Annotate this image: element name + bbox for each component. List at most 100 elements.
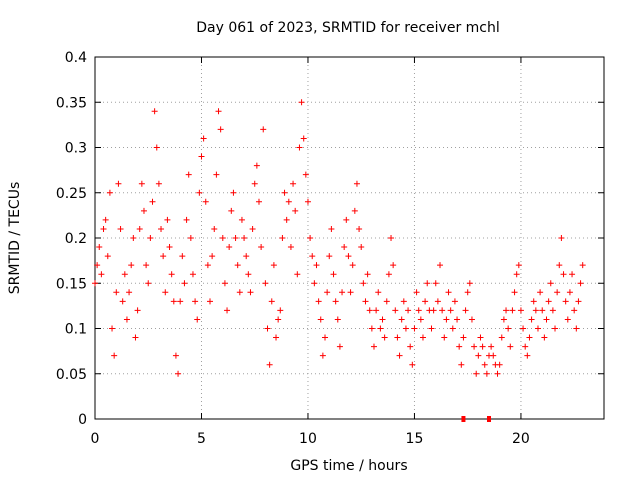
data-point — [541, 334, 548, 341]
data-point — [434, 298, 441, 305]
x-tick-label: 10 — [299, 431, 317, 447]
data-point — [322, 334, 329, 341]
data-point — [456, 343, 463, 350]
data-point — [111, 352, 118, 359]
data-point — [517, 307, 524, 314]
y-tick-label: 0.15 — [56, 276, 87, 292]
data-point — [496, 361, 503, 368]
data-point — [264, 325, 271, 332]
data-point — [213, 171, 220, 178]
data-point — [360, 280, 367, 287]
data-point — [377, 325, 384, 332]
x-axis-markers — [461, 416, 491, 422]
data-point — [394, 334, 401, 341]
gridlines — [95, 57, 604, 419]
data-point — [507, 343, 514, 350]
data-point — [102, 216, 109, 223]
data-point — [336, 343, 343, 350]
data-point — [232, 235, 239, 241]
data-point — [481, 361, 488, 368]
data-point — [405, 307, 412, 314]
data-point — [100, 225, 107, 232]
data-point — [92, 280, 98, 287]
data-point — [398, 316, 405, 323]
data-point — [547, 280, 554, 287]
data-point — [373, 307, 380, 314]
data-point — [215, 108, 222, 115]
data-point — [375, 289, 382, 296]
data-point — [130, 235, 137, 241]
data-point — [160, 253, 167, 260]
x-tick-label: 5 — [197, 431, 206, 447]
data-point — [166, 244, 173, 251]
data-point — [194, 316, 201, 323]
data-point — [140, 207, 147, 214]
y-tick-label: 0.2 — [65, 231, 87, 247]
data-point — [364, 271, 371, 278]
data-point — [219, 235, 226, 241]
data-point — [385, 271, 392, 278]
data-point — [334, 316, 341, 323]
data-point — [339, 289, 346, 296]
data-point — [390, 262, 397, 269]
data-point — [451, 298, 458, 305]
y-tick-label: 0 — [78, 412, 87, 428]
data-point — [202, 198, 209, 205]
data-point — [483, 370, 490, 377]
data-point — [290, 180, 297, 187]
y-axis-title: SRMTID / TECUs — [7, 182, 23, 295]
data-point — [439, 307, 446, 314]
data-point — [207, 298, 214, 305]
data-point — [249, 225, 256, 232]
data-point — [347, 289, 354, 296]
y-tick-label: 0.3 — [65, 141, 87, 157]
data-point — [126, 289, 133, 296]
data-point — [415, 307, 422, 314]
data-point — [123, 316, 130, 323]
data-point — [270, 262, 277, 269]
data-point — [564, 316, 571, 323]
data-point — [196, 189, 203, 196]
data-point — [204, 262, 211, 269]
data-point — [524, 352, 531, 359]
data-point — [168, 271, 175, 278]
data-point — [258, 244, 265, 251]
data-point — [121, 271, 128, 278]
data-point — [471, 343, 478, 350]
data-point — [362, 298, 369, 305]
data-point — [539, 307, 546, 314]
data-point — [275, 316, 282, 323]
data-point — [138, 180, 145, 187]
x-axis-marker — [486, 416, 491, 422]
chart-title: Day 061 of 2023, SRMTID for receiver mch… — [196, 20, 500, 36]
data-point — [189, 271, 196, 278]
data-point — [475, 352, 482, 359]
data-point — [147, 235, 154, 241]
data-point — [117, 225, 124, 232]
data-point — [488, 343, 495, 350]
data-point — [441, 334, 448, 341]
data-point — [221, 280, 228, 287]
data-point — [383, 298, 390, 305]
data-point — [132, 334, 139, 341]
data-point — [356, 225, 363, 232]
data-point — [569, 271, 576, 278]
data-point — [307, 235, 314, 241]
data-point — [528, 316, 535, 323]
data-point — [115, 180, 122, 187]
data-point — [554, 289, 561, 296]
data-point — [185, 171, 192, 178]
y-tick-label: 0.05 — [56, 367, 87, 383]
data-point — [183, 216, 190, 223]
y-tick-label: 0.4 — [65, 50, 87, 66]
data-series-srmtid — [92, 99, 586, 377]
data-point — [302, 171, 309, 178]
data-point — [268, 298, 275, 305]
x-axis-title: GPS time / hours — [290, 458, 407, 474]
x-axis: 0 5 10 15 20 — [91, 57, 530, 447]
data-point — [345, 253, 352, 260]
x-axis-marker — [461, 416, 466, 422]
x-tick-label: 15 — [406, 431, 424, 447]
